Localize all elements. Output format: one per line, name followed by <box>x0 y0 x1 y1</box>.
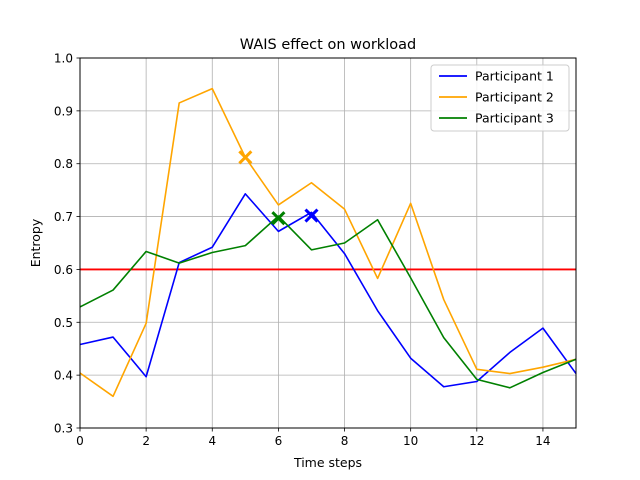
series-marker-1 <box>304 208 319 223</box>
plot-frame <box>79 57 577 429</box>
series-marker-3 <box>271 211 286 226</box>
y-tick-label: 0.3 <box>54 422 73 436</box>
legend: Participant 1 Participant 2 Participant 3 <box>430 64 570 132</box>
x-axis-ticks: 0 2 4 6 8 10 12 14 <box>76 428 551 448</box>
y-axis-ticks: 0.3 0.4 0.5 0.6 0.7 0.8 0.9 1.0 <box>54 52 80 436</box>
y-tick-label: 0.8 <box>54 157 73 171</box>
x-tick-label: 0 <box>76 434 84 448</box>
x-tick-label: 6 <box>275 434 283 448</box>
legend-label-2: Participant 2 <box>475 90 554 105</box>
x-tick-label: 12 <box>469 434 484 448</box>
x-axis-label: Time steps <box>293 455 362 470</box>
x-tick-label: 4 <box>208 434 216 448</box>
series-layer <box>79 87 577 398</box>
y-tick-label: 0.5 <box>54 316 73 330</box>
y-tick-label: 0.4 <box>54 369 73 383</box>
x-tick-label: 8 <box>341 434 349 448</box>
y-axis-label: Entropy <box>28 218 43 267</box>
x-tick-label: 2 <box>142 434 150 448</box>
y-tick-label: 1.0 <box>54 52 73 66</box>
legend-frame <box>430 64 570 132</box>
y-tick-label: 0.7 <box>54 210 73 224</box>
x-tick-label: 10 <box>403 434 418 448</box>
series-marker-2 <box>238 150 253 165</box>
series-line-2 <box>79 87 577 398</box>
y-tick-label: 0.9 <box>54 104 73 118</box>
legend-label-1: Participant 1 <box>475 69 554 84</box>
marker-layer <box>238 150 319 226</box>
series-line-3 <box>79 215 577 389</box>
legend-label-3: Participant 3 <box>475 111 554 126</box>
y-tick-label: 0.6 <box>54 263 73 277</box>
chart-title: WAIS effect on workload <box>240 37 416 53</box>
x-tick-label: 14 <box>535 434 550 448</box>
series-line-1 <box>79 193 577 388</box>
